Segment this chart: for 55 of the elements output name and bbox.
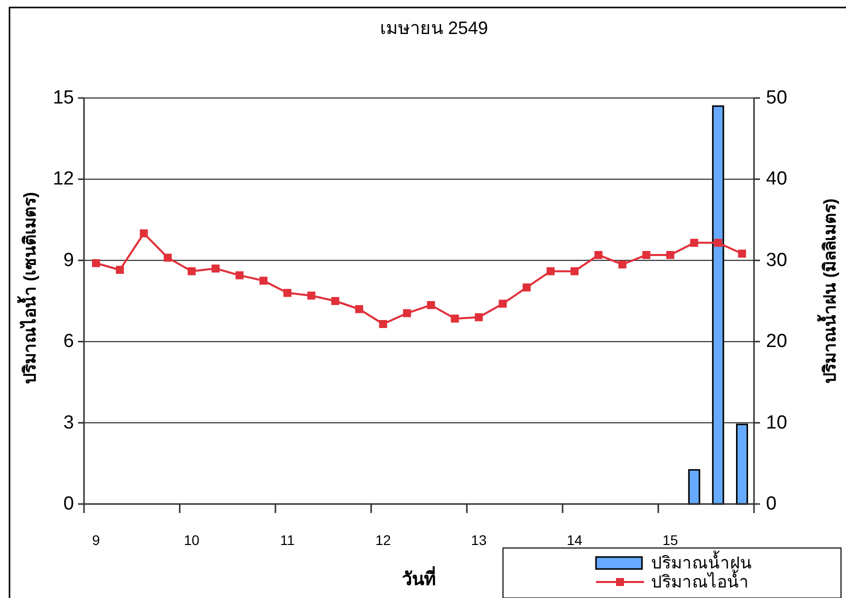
point [116,266,124,274]
y2-tick-label: 20 [766,331,788,352]
point [212,264,220,273]
x-tick-label: 15 [662,532,678,548]
y-tick-label: 12 [52,168,74,190]
point [594,250,602,259]
point [714,238,722,247]
point [546,267,555,276]
y-tick-label: 6 [63,331,74,352]
point [92,259,100,268]
y-axis-title: ปริมาณไอน้ำ (เซนติเมตร) [16,192,40,384]
legend-label: ปริมาณไอน้ำ [651,570,749,592]
point [379,320,388,328]
point [283,288,292,297]
y2-tick-label: 30 [766,250,788,271]
bar [688,469,700,505]
point [474,313,483,322]
point [355,305,364,314]
point [426,301,435,310]
point [259,276,268,285]
point [642,250,650,259]
point [570,267,579,276]
point [618,260,626,268]
chart-title: เมษายน 2549 [380,18,488,38]
point [188,267,196,276]
x-axis-title: วันที่ [402,566,436,589]
x-tick-label: 13 [471,532,487,548]
point [522,283,531,292]
point [331,297,340,305]
point [498,300,507,308]
bar [736,424,748,505]
y-tick-label: 3 [63,412,74,434]
x-tick-label: 9 [92,532,100,548]
y2-axis-title: ปริมาณน้ำฝน (มิลลิเมตร) [816,198,840,384]
y-tick-label: 9 [63,250,74,271]
point [666,250,674,259]
x-tick-label: 14 [566,532,583,548]
point [450,314,459,323]
point [738,250,746,258]
y2-tick-label: 40 [766,168,788,190]
point [307,292,316,300]
x-tick-label: 12 [375,532,392,548]
point [236,271,244,280]
point [690,238,698,247]
y-tick-label: 15 [52,88,74,108]
y2-tick-label: 10 [766,412,788,434]
x-tick-label: 10 [184,532,200,548]
bar [712,105,724,505]
point [403,309,412,318]
y2-tick-label: 50 [766,88,788,108]
y2-tick-label: 0 [766,494,777,514]
point [140,229,148,238]
y-tick-label: 0 [63,494,74,514]
point [164,254,172,262]
x-tick-label: 11 [280,532,295,548]
